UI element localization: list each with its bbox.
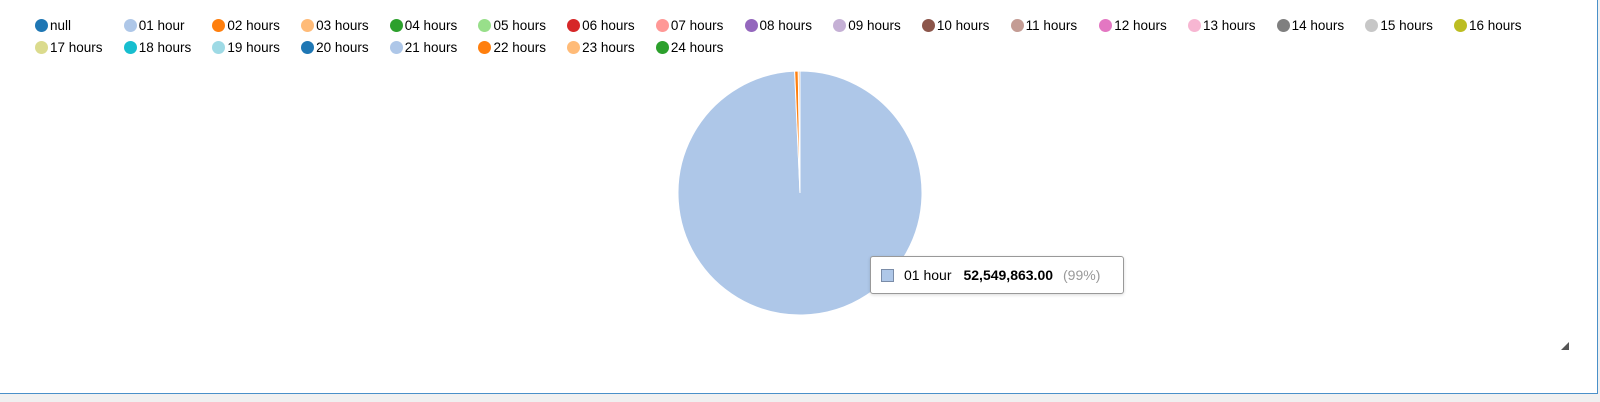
legend-item[interactable]: 18 hours — [123, 36, 213, 58]
pie-slice[interactable] — [797, 70, 801, 194]
legend-item[interactable]: 03 hours — [301, 14, 390, 36]
legend-label: 23 hours — [582, 39, 635, 55]
legend-marker — [389, 18, 403, 32]
legend-marker — [567, 18, 581, 32]
legend-marker — [301, 18, 315, 32]
legend-marker — [744, 18, 758, 32]
legend-marker — [478, 18, 492, 32]
chart-panel: null 01 hour 02 hours 03 hours 04 hours 05 ho… — [0, 0, 1598, 394]
legend-item[interactable]: 06 hours — [567, 14, 656, 36]
legend-label: 11 hours — [1025, 17, 1078, 33]
legend-marker — [655, 40, 669, 54]
legend-marker — [301, 40, 315, 54]
legend-label: 18 hours — [138, 39, 192, 55]
legend-label: 09 hours — [848, 17, 901, 33]
legend-label: 22 hours — [493, 39, 546, 55]
legend-item[interactable]: 20 hours — [301, 36, 390, 58]
legend-item[interactable]: 01 hour — [123, 14, 213, 36]
legend-marker — [35, 18, 48, 32]
legend-item[interactable]: 08 hours — [744, 14, 834, 36]
chart-tooltip: 01 hour 52,549,863.00 (99%) — [870, 256, 1124, 294]
legend-label: 17 hours — [50, 39, 103, 55]
tooltip-label: 01 hour — [904, 267, 952, 283]
legend-item[interactable]: 07 hours — [655, 14, 745, 36]
legend-item[interactable]: 13 hours — [1187, 14, 1277, 36]
legend-marker — [833, 18, 847, 32]
legend-label: 10 hours — [936, 17, 990, 33]
legend-label: 15 hours — [1380, 17, 1433, 33]
resize-handle[interactable] — [1561, 342, 1569, 350]
legend-label: 08 hours — [759, 17, 813, 33]
legend-label: 21 hours — [404, 39, 458, 55]
legend-item[interactable]: 24 hours — [655, 36, 745, 58]
legend-marker — [212, 18, 226, 32]
legend-item[interactable]: 15 hours — [1365, 14, 1454, 36]
legend-item[interactable]: 10 hours — [921, 14, 1011, 36]
legend-item[interactable]: 02 hours — [212, 14, 301, 36]
tooltip-value: 52,549,863.00 — [963, 267, 1054, 283]
legend-marker — [1010, 18, 1024, 32]
legend-marker — [478, 40, 492, 54]
legend-label: 12 hours — [1114, 17, 1167, 33]
legend-marker — [1365, 18, 1379, 32]
legend-item[interactable]: 16 hours — [1454, 14, 1543, 36]
legend-label: 16 hours — [1469, 17, 1522, 33]
legend-marker — [123, 40, 137, 54]
legend-label: 07 hours — [670, 17, 724, 33]
legend-item[interactable]: null — [35, 14, 124, 36]
legend-label: 02 hours — [227, 17, 280, 33]
legend-marker — [123, 18, 137, 32]
legend-item[interactable]: 11 hours — [1010, 14, 1100, 36]
legend-item[interactable]: 22 hours — [478, 36, 567, 58]
legend-marker — [35, 40, 48, 54]
legend-item[interactable]: 19 hours — [212, 36, 301, 58]
legend-label: 06 hours — [582, 17, 635, 33]
legend-item[interactable]: 17 hours — [35, 36, 124, 58]
legend-marker — [389, 40, 403, 54]
legend-item[interactable]: 12 hours — [1099, 14, 1188, 36]
legend-item[interactable]: 04 hours — [389, 14, 479, 36]
legend-marker — [1187, 18, 1201, 32]
legend-marker — [212, 40, 226, 54]
legend-item[interactable]: 05 hours — [478, 14, 567, 36]
legend-marker — [1454, 18, 1467, 32]
legend-label: null — [50, 17, 72, 33]
legend-label: 24 hours — [670, 39, 724, 55]
tooltip-percent: (99%) — [1063, 267, 1101, 283]
chart-legend: null 01 hour 02 hours 03 hours 04 hours 05 ho… — [35, 14, 1575, 58]
legend-marker — [1099, 18, 1113, 32]
legend-item[interactable]: 21 hours — [389, 36, 479, 58]
legend-marker — [655, 18, 669, 32]
legend-label: 19 hours — [227, 39, 280, 55]
legend-label: 14 hours — [1291, 17, 1345, 33]
legend-item[interactable]: 23 hours — [567, 36, 656, 58]
legend-label: 20 hours — [316, 39, 369, 55]
legend-item[interactable]: 09 hours — [833, 14, 922, 36]
legend-marker — [921, 18, 935, 32]
legend-item[interactable]: 14 hours — [1276, 14, 1366, 36]
legend-marker — [1276, 18, 1290, 32]
legend-label: 03 hours — [316, 17, 369, 33]
legend-label: 05 hours — [493, 17, 546, 33]
legend-label: 04 hours — [404, 17, 458, 33]
tooltip-swatch — [881, 268, 894, 282]
legend-label: 01 hour — [138, 17, 185, 33]
pie-chart — [677, 70, 923, 316]
legend-marker — [567, 40, 581, 54]
legend-label: 13 hours — [1202, 17, 1256, 33]
